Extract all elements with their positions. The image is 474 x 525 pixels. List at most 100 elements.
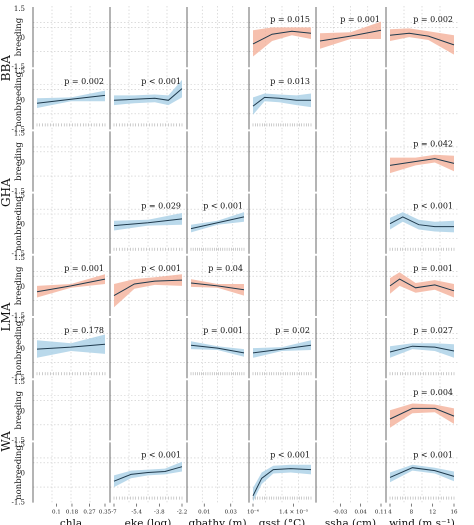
smooth-line — [389, 407, 455, 420]
y-tick-label: 0 — [21, 470, 25, 478]
x-tick-label: 0.11 — [375, 510, 387, 516]
panel-frame — [109, 317, 186, 380]
panel-frame — [315, 317, 385, 380]
panel-frame — [186, 254, 248, 317]
confidence-band — [390, 343, 454, 358]
y-tick-label: 0 — [21, 34, 25, 42]
smooth-panel-bba-nonbreeding-chla: p = 0.002 — [36, 77, 106, 127]
panel-frame — [385, 192, 458, 255]
p-value-label: p = 0.027 — [413, 326, 453, 335]
confidence-band — [114, 213, 182, 231]
x-tick-label: 10⁻⁶ — [247, 509, 260, 516]
p-value-label: p < 0.001 — [203, 202, 243, 211]
smooth-panel-gha-breeding-wind: p = 0.042 — [389, 139, 455, 174]
panel-frame — [315, 130, 385, 193]
smooth-panel-bba-nonbreeding-gsst: p = 0.013 — [252, 77, 312, 127]
panel-frame — [32, 6, 109, 69]
panel-frame — [315, 379, 385, 442]
y-tick-label: 0 — [21, 221, 25, 229]
panel-frame — [248, 68, 315, 131]
y-tick-label: 0 — [21, 407, 25, 415]
x-axis-label-ssha: ssha (cm) — [325, 518, 376, 525]
panel-frame — [385, 317, 458, 380]
x-axis-label-gsst: gsst (°C) — [259, 518, 306, 525]
confidence-band — [320, 21, 381, 49]
confidence-band — [114, 274, 182, 308]
confidence-band — [390, 28, 454, 55]
panel-frame — [32, 254, 109, 317]
smooth-line — [113, 279, 183, 297]
panel-frame — [32, 379, 109, 442]
smooth-line — [252, 344, 312, 354]
smooth-line — [389, 216, 454, 228]
x-tick-label: 0.35 — [99, 510, 112, 516]
p-value-label: p = 0.015 — [270, 15, 310, 24]
panel-frame — [385, 6, 458, 69]
y-tick-label: -1.5 — [12, 436, 26, 444]
panel-frame — [109, 68, 186, 131]
smooth-line — [389, 158, 455, 166]
x-tick-label: 16 — [451, 510, 458, 516]
smooth-panel-gha-nonbreeding-gbathy: p < 0.001 — [190, 202, 245, 251]
p-value-label: p = 0.04 — [208, 264, 243, 273]
confidence-band — [191, 279, 244, 296]
panel-frame — [248, 379, 315, 442]
p-value-label: p = 0.001 — [413, 264, 453, 273]
x-tick-label: -0.03 — [333, 510, 348, 516]
confidence-band — [253, 27, 311, 57]
group-label: LMA — [0, 302, 13, 331]
y-tick-label: 1.5 — [14, 67, 25, 75]
smooth-panel-wa-nonbreeding-eke: p < 0.001 — [113, 450, 183, 500]
smooth-panel-lma-breeding-chla: p = 0.001 — [36, 264, 106, 298]
y-tick-label: 1.5 — [14, 254, 25, 262]
x-tick-label: 0.1 — [52, 510, 61, 516]
panel-frame — [315, 192, 385, 255]
season-label: nonbreeding — [14, 320, 24, 375]
panel-frame — [109, 130, 186, 193]
x-axis-label-chla: chla — [60, 518, 82, 525]
panel-frame — [248, 317, 315, 380]
season-label: nonbreeding — [14, 445, 24, 500]
panel-frame — [186, 130, 248, 193]
panel-frame — [109, 441, 186, 504]
x-tick-label: 0.27 — [83, 510, 96, 516]
smooth-line — [113, 466, 183, 482]
y-tick-label: -1.5 — [12, 125, 26, 133]
x-tick-label: -7 — [111, 510, 117, 516]
panel-frame — [186, 441, 248, 504]
smooth-line — [113, 218, 183, 227]
p-value-label: p = 0.001 — [340, 15, 380, 24]
smooth-line — [36, 94, 106, 104]
smooth-line — [36, 343, 106, 350]
panel-frame — [385, 379, 458, 442]
y-tick-label: 0 — [21, 283, 25, 291]
x-tick-label: 0.01 — [198, 510, 210, 516]
smooth-panel-lma-breeding-eke: p < 0.001 — [113, 264, 183, 308]
y-tick-label: 1.5 — [14, 129, 25, 137]
smooth-line — [389, 278, 455, 292]
smooth-panel-lma-nonbreeding-gsst: p = 0.02 — [252, 326, 312, 376]
y-tick-label: -1.5 — [12, 250, 26, 258]
p-value-label: p = 0.178 — [64, 326, 104, 335]
confidence-band — [253, 464, 311, 502]
p-value-label: p = 0.001 — [203, 326, 243, 335]
smooth-line — [113, 88, 183, 101]
season-label: nonbreeding — [14, 196, 24, 251]
y-tick-label: -1.5 — [12, 312, 26, 320]
y-tick-label: -1.5 — [12, 188, 26, 196]
panel-frame — [385, 130, 458, 193]
smooth-panel-bba-nonbreeding-eke: p < 0.001 — [113, 77, 183, 127]
confidence-band — [114, 79, 182, 106]
smooth-panel-bba-breeding-wind: p = 0.002 — [389, 15, 455, 55]
confidence-band — [253, 93, 311, 115]
smooth-panel-gha-nonbreeding-wind: p < 0.001 — [389, 202, 455, 251]
smooth-line — [252, 468, 312, 497]
panel-frame — [109, 192, 186, 255]
season-label: nonbreeding — [14, 71, 24, 126]
panel-frame — [248, 130, 315, 193]
p-value-label: p = 0.004 — [413, 388, 453, 397]
panel-frame — [186, 317, 248, 380]
smooth-panel-wa-nonbreeding-gsst: p < 0.001 — [252, 450, 312, 502]
panel-frame — [385, 68, 458, 131]
x-tick-label: 1.4 × 10⁻⁵ — [279, 509, 308, 516]
